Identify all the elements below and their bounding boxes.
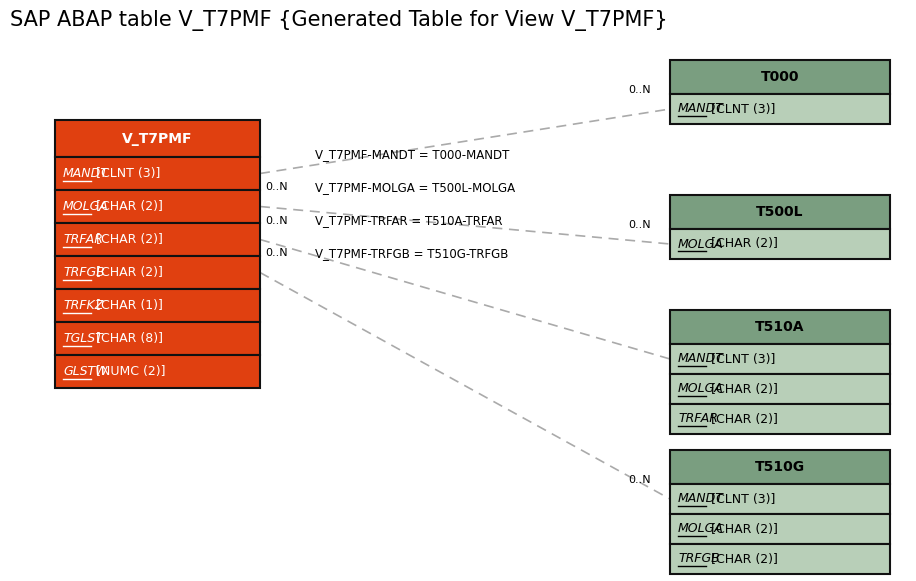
Text: T510A: T510A	[756, 320, 805, 334]
Text: MANDT: MANDT	[678, 353, 724, 365]
Text: [CLNT (3)]: [CLNT (3)]	[707, 102, 775, 116]
Bar	[670, 450, 890, 484]
Text: TRFGB: TRFGB	[63, 266, 104, 279]
Text: [CLNT (3)]: [CLNT (3)]	[707, 493, 775, 505]
Bar	[670, 544, 890, 574]
Text: [CHAR (2)]: [CHAR (2)]	[707, 413, 778, 425]
Text: [CLNT (3)]: [CLNT (3)]	[92, 167, 160, 180]
Text: [NUMC (2)]: [NUMC (2)]	[92, 365, 166, 378]
Text: TRFGB: TRFGB	[678, 553, 720, 565]
Text: MOLGA: MOLGA	[678, 238, 724, 250]
Text: TRFKZ: TRFKZ	[63, 299, 104, 312]
Bar	[670, 374, 890, 404]
Text: TRFAR: TRFAR	[63, 233, 103, 246]
Text: MOLGA: MOLGA	[678, 522, 724, 536]
Bar	[55, 190, 260, 223]
Text: [CHAR (1)]: [CHAR (1)]	[92, 299, 163, 312]
Bar	[670, 60, 890, 94]
Text: V_T7PMF-TRFGB = T510G-TRFGB: V_T7PMF-TRFGB = T510G-TRFGB	[315, 248, 508, 260]
Text: SAP ABAP table V_T7PMF {Generated Table for View V_T7PMF}: SAP ABAP table V_T7PMF {Generated Table …	[10, 10, 668, 31]
Bar	[670, 229, 890, 259]
Bar	[55, 256, 260, 289]
Bar	[670, 514, 890, 544]
Text: V_T7PMF-TRFAR = T510A-TRFAR: V_T7PMF-TRFAR = T510A-TRFAR	[315, 214, 503, 228]
Text: [CHAR (2)]: [CHAR (2)]	[707, 382, 778, 396]
Text: [CHAR (2)]: [CHAR (2)]	[92, 266, 163, 279]
Text: [CHAR (8)]: [CHAR (8)]	[92, 332, 163, 345]
Bar	[670, 94, 890, 124]
Text: V_T7PMF-MOLGA = T500L-MOLGA: V_T7PMF-MOLGA = T500L-MOLGA	[315, 181, 515, 195]
Bar	[670, 404, 890, 434]
Text: [CHAR (2)]: [CHAR (2)]	[707, 522, 778, 536]
Text: MANDT: MANDT	[678, 102, 724, 116]
Text: [CHAR (2)]: [CHAR (2)]	[707, 553, 778, 565]
Bar	[55, 322, 260, 355]
Text: 0..N: 0..N	[628, 220, 650, 230]
Bar	[670, 344, 890, 374]
Text: T000: T000	[761, 70, 800, 84]
Text: [CLNT (3)]: [CLNT (3)]	[707, 353, 775, 365]
Bar	[55, 157, 260, 190]
Text: [CHAR (2)]: [CHAR (2)]	[707, 238, 778, 250]
Text: T510G: T510G	[755, 460, 805, 474]
Text: TGLST: TGLST	[63, 332, 103, 345]
Bar	[55, 355, 260, 388]
Bar	[55, 223, 260, 256]
Text: 0..N: 0..N	[628, 475, 650, 485]
Text: [CHAR (2)]: [CHAR (2)]	[92, 233, 163, 246]
Text: 0..N: 0..N	[628, 85, 650, 95]
Text: 0..N: 0..N	[265, 216, 288, 225]
Bar	[670, 484, 890, 514]
Text: V_T7PMF: V_T7PMF	[122, 131, 192, 145]
Text: 0..N: 0..N	[265, 249, 288, 259]
Text: MANDT: MANDT	[678, 493, 724, 505]
Bar	[670, 195, 890, 229]
Text: MANDT: MANDT	[63, 167, 109, 180]
Text: MOLGA: MOLGA	[678, 382, 724, 396]
Bar	[55, 289, 260, 322]
Text: GLSTW: GLSTW	[63, 365, 107, 378]
Text: V_T7PMF-MANDT = T000-MANDT: V_T7PMF-MANDT = T000-MANDT	[315, 149, 509, 162]
Bar	[55, 120, 260, 157]
Bar	[670, 310, 890, 344]
Text: 0..N: 0..N	[265, 182, 288, 192]
Text: T500L: T500L	[757, 205, 803, 219]
Text: [CHAR (2)]: [CHAR (2)]	[92, 200, 163, 213]
Text: MOLGA: MOLGA	[63, 200, 109, 213]
Text: TRFAR: TRFAR	[678, 413, 718, 425]
